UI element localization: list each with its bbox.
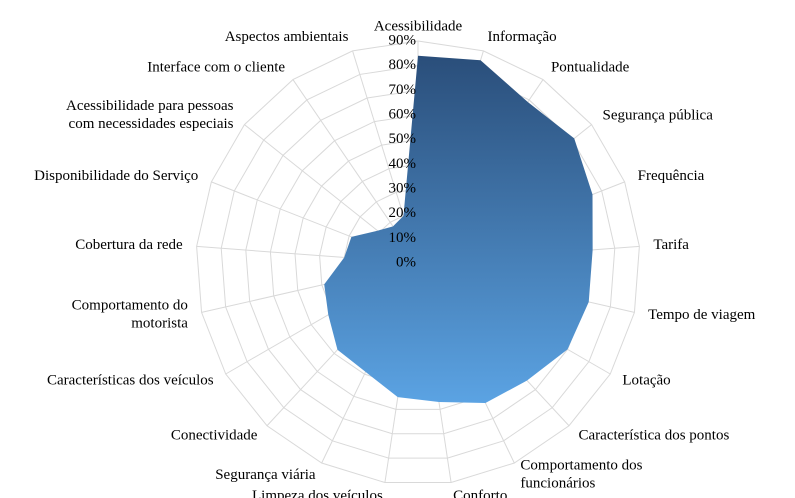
axis-tick-label: 10% <box>389 230 417 246</box>
category-label: Acessibilidade <box>374 18 463 34</box>
axis-tick-label: 0% <box>396 254 416 270</box>
category-label: Lotação <box>622 372 670 388</box>
category-label: Informação <box>488 29 557 45</box>
axis-tick-label: 30% <box>389 180 417 196</box>
axis-tick-label: 60% <box>389 106 417 122</box>
category-label: Tarifa <box>653 237 689 253</box>
category-label: Cobertura da rede <box>75 237 183 253</box>
grid-ring <box>220 65 616 459</box>
category-label: Aspectos ambientais <box>225 29 349 45</box>
radar-area <box>324 55 593 404</box>
category-label: Tempo de viagem <box>648 307 756 323</box>
axis-tick-label: 50% <box>389 131 417 147</box>
category-label: Característica dos pontos <box>579 427 730 443</box>
category-label: Interface com o cliente <box>147 59 285 75</box>
category-label: Conectividade <box>171 427 258 443</box>
axis-tick-label: 70% <box>389 82 417 98</box>
category-label: Comportamento do motorista <box>72 298 189 332</box>
grid-ring <box>196 40 640 484</box>
category-label: Limpeza dos veículos <box>252 488 383 498</box>
category-label: Conforto <box>453 488 507 498</box>
category-label: Segurança pública <box>603 107 714 123</box>
category-label: Acessibilidade para pessoas com necessida… <box>66 98 234 132</box>
axis-tick-label: 90% <box>389 32 417 48</box>
axis-tick-label: 40% <box>389 156 417 172</box>
category-label: Pontualidade <box>551 59 630 75</box>
axis-tick-label: 20% <box>389 205 417 221</box>
category-label: Disponibilidade do Serviço <box>34 168 198 184</box>
category-label: Comportamento dos funcionários <box>520 458 642 492</box>
category-label: Características dos veículos <box>47 372 214 388</box>
category-label: Segurança viária <box>215 467 316 483</box>
category-label: Frequência <box>638 168 705 184</box>
axis-tick-label: 80% <box>389 57 417 73</box>
